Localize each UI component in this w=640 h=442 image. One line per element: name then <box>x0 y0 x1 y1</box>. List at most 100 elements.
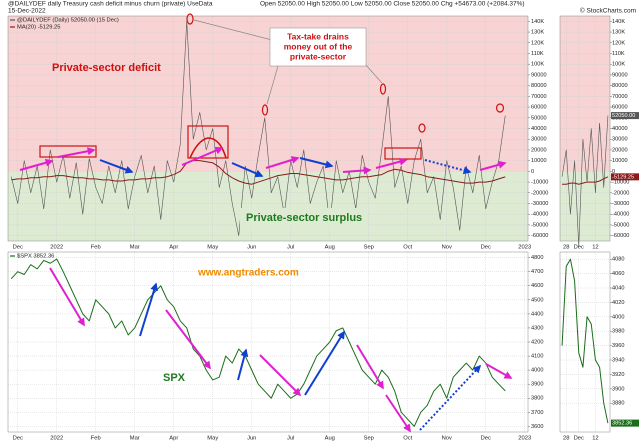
y-tick-label: -50000 <box>612 222 629 228</box>
y-tick-label: 60000 <box>612 105 628 111</box>
value-label-bg <box>611 112 639 120</box>
y-tick-label: -20000 <box>531 190 548 196</box>
y-tick-label: 50000 <box>531 115 547 121</box>
y-tick-label: 80000 <box>531 83 547 89</box>
value-label: 3852.36 <box>612 421 632 427</box>
callout-text: Tax-take drains <box>287 31 349 41</box>
trend-arrow <box>19 158 54 171</box>
y-tick-label: 20000 <box>531 147 547 153</box>
x-tick-label: Nov <box>442 245 452 251</box>
y-tick-label: 100K <box>612 62 625 68</box>
series-line <box>10 258 506 427</box>
y-tick-label: 140K <box>531 19 544 25</box>
legend-label: MA(20) -5129.25 <box>17 25 61 31</box>
x-tick-label: 12 <box>592 245 598 251</box>
y-tick-label: -10000 <box>612 180 629 186</box>
trend-arrow <box>181 146 224 166</box>
x-tick-label: Jun <box>247 436 256 442</box>
plot-frame <box>7 15 529 242</box>
y-tick-label: 120K <box>612 40 625 46</box>
highlight-box <box>187 125 229 159</box>
y-tick-label: 110K <box>612 51 625 57</box>
plot-frame <box>559 15 611 242</box>
callout-leader <box>364 63 383 84</box>
x-tick-label: Nov <box>442 436 452 442</box>
negative-band <box>560 171 610 241</box>
annotation: Private-sector surplus <box>246 212 362 224</box>
trend-arrow <box>49 267 85 327</box>
annotation: Private-sector deficit <box>52 62 161 74</box>
x-tick-label: 2022 <box>50 245 63 251</box>
y-tick-label: 10000 <box>531 158 547 164</box>
x-tick-label: Jul <box>287 436 294 442</box>
y-tick-label: 4600 <box>531 283 543 289</box>
y-tick-label: 3960 <box>612 343 624 349</box>
trend-arrow <box>99 159 134 174</box>
y-tick-label: 60000 <box>531 105 547 111</box>
x-tick-label: Oct <box>403 436 412 442</box>
callout-box <box>269 27 367 67</box>
annotation-bg <box>240 208 368 226</box>
value-label-bg <box>611 173 639 181</box>
x-tick-label: Jun <box>247 245 256 251</box>
callout-text: money out of the <box>284 41 353 51</box>
y-tick-label: 4300 <box>531 325 543 331</box>
y-tick-label: 4080 <box>612 257 624 263</box>
trend-arrow <box>485 363 513 379</box>
negative-band <box>8 171 528 241</box>
y-tick-label: 4500 <box>531 297 543 303</box>
x-tick-label: Mar <box>130 245 140 251</box>
header-quote: Open 52050.00 High 52050.00 Low 52050.00… <box>260 1 525 8</box>
x-tick-label: Apr <box>169 245 178 251</box>
y-tick-label: 4000 <box>612 314 624 320</box>
annotations: Tax-take drains money out of the private… <box>19 13 513 433</box>
trend-arrow <box>57 147 96 158</box>
y-tick-label: 0 <box>612 169 615 175</box>
y-tick-label: 4100 <box>531 354 543 360</box>
callout-leader <box>193 19 273 41</box>
y-tick-label: 100K <box>531 62 544 68</box>
y-tick-label: -60000 <box>612 233 629 239</box>
y-tick-label: 3980 <box>612 329 624 335</box>
x-tick-label: Feb <box>91 245 101 251</box>
y-tick-label: -40000 <box>531 212 548 218</box>
y-tick-label: 4020 <box>612 300 624 306</box>
x-tick-label: Oct <box>403 245 412 251</box>
x-tick-label: Dec <box>574 436 584 442</box>
highlight-box <box>39 145 97 158</box>
y-tick-label: 4400 <box>531 311 543 317</box>
trend-arrow <box>479 160 507 171</box>
spike-circle <box>379 83 387 95</box>
y-tick-label: 90000 <box>612 72 628 78</box>
x-tick-label: 28 <box>563 436 569 442</box>
trend-arrow <box>419 364 482 431</box>
trend-arrow <box>139 282 158 337</box>
plot-frame <box>559 251 611 433</box>
y-tick-label: 40000 <box>612 126 628 132</box>
y-tick-label: -30000 <box>612 201 629 207</box>
x-tick-label: Dec <box>574 245 584 251</box>
x-tick-label: May <box>207 436 218 442</box>
y-tick-label: -20000 <box>612 190 629 196</box>
x-tick-label: May <box>207 245 218 251</box>
positive-band <box>560 16 610 172</box>
legend-label: @DAILYDEF (Daily) 52050.00 (15 Dec) <box>17 18 119 24</box>
value-label: 52050.00 <box>612 113 635 119</box>
y-tick-label: 110K <box>531 51 544 57</box>
series-line <box>11 160 506 185</box>
series-line <box>562 176 609 185</box>
x-tick-label: Aug <box>325 436 335 442</box>
x-tick-label: Feb <box>91 436 101 442</box>
x-tick-label: Jul <box>287 245 294 251</box>
callout-leader <box>266 65 279 105</box>
spike-circle <box>261 104 269 116</box>
trend-arrow <box>165 309 211 370</box>
trend-arrow <box>375 157 408 169</box>
panels: 140K 130K 120K 110K 100K 90000 80000 70000 60000… <box>7 15 639 442</box>
y-tick-label: 130K <box>531 30 544 36</box>
x-tick-label: Sep <box>364 245 374 251</box>
y-tick-label: 0 <box>531 169 534 175</box>
trend-arrow <box>342 166 372 175</box>
trend-arrow <box>385 394 411 433</box>
